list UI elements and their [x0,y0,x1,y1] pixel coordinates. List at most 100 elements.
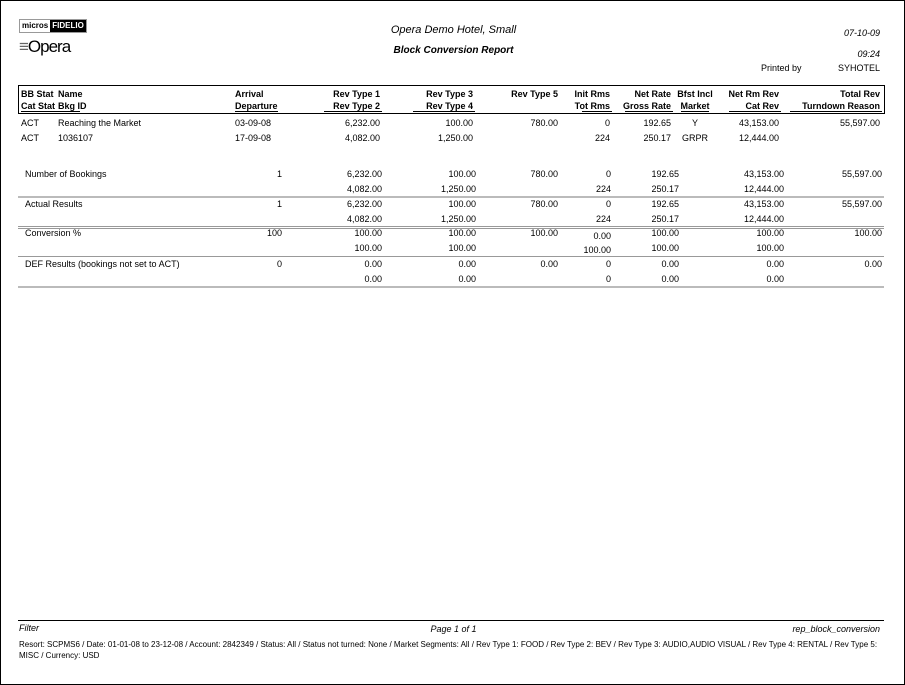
summary-value: 0.00 [766,274,784,284]
summary-value: 1,250.00 [440,214,476,224]
summary-value: 0 [605,199,611,209]
summary-value: 100.00 [651,243,679,253]
summary-value: 43,153.00 [743,199,784,209]
header-underline [235,111,278,112]
column-header-arrival: Arrival [235,89,264,99]
booking-cell: 100.00 [445,118,473,128]
summary-value: 0 [605,274,611,284]
booking-cell: Reaching the Market [58,118,142,128]
booking-cell: 03-09-08 [235,118,272,128]
summary-value: 250.17 [651,214,679,224]
hotel-name: Opera Demo Hotel, Small [390,24,517,36]
booking-cell: 0 [604,118,610,128]
summary-value: 100.00 [854,228,882,238]
printed-by-label: Printed by [761,63,802,73]
summary-value: 1,250.00 [440,184,476,194]
summary-value: 192.65 [651,169,679,179]
report-time: 09:24 [857,49,880,59]
summary-label: Number of Bookings [25,169,107,179]
summary-value: 55,597.00 [841,199,882,209]
booking-cell: 192.65 [643,118,671,128]
summary-value: 100.00 [448,169,476,179]
column-header-net-rm-rev: Net Rm Rev [728,89,779,99]
summary-value: 100.00 [756,243,784,253]
booking-cell: 250.17 [643,133,671,143]
summary-value: 0.00 [661,259,679,269]
summary-count: 100 [266,228,282,238]
column-header-row2: Market [680,101,710,111]
column-header-rev-type-5: Rev Type 5 [511,89,558,99]
summary-value: 0 [605,259,611,269]
column-header-bfst-incl: Bfst Incl [677,89,713,99]
summary-label: Conversion % [25,228,82,238]
booking-cell: GRPR [681,133,708,143]
report-name: rep_block_conversion [792,624,880,634]
summary-value: 0.00 [364,274,382,284]
summary-value: 12,444.00 [743,214,784,224]
column-header-row2: Turndown Reason [802,101,880,111]
summary-value: 0.00 [593,231,611,241]
micros-fidelio-logo: micros FIDELIO [19,19,87,33]
booking-cell: 17-09-08 [235,133,272,143]
booking-cell: 1036107 [58,133,94,143]
booking-cell: 12,444.00 [738,133,779,143]
summary-label: Actual Results [25,199,83,209]
booking-cell: 43,153.00 [738,118,779,128]
summary-value: 43,153.00 [743,169,784,179]
summary-value: 224 [595,184,611,194]
column-header-init-rms: Init Rms [574,89,610,99]
summary-value: 0.00 [766,259,784,269]
summary-value: 4,082.00 [346,214,382,224]
summary-value: 100.00 [651,228,679,238]
logo-micros-text: micros [22,21,49,30]
summary-divider [18,196,884,198]
summary-value: 100.00 [354,228,382,238]
summary-value: 224 [595,214,611,224]
booking-cell: ACT [21,118,39,128]
column-header-rev-type-3: Rev Type 3 [426,89,473,99]
booking-cell: Y [691,118,698,128]
report-title: Block Conversion Report [393,45,514,56]
column-header-row2: Bkg ID [58,101,87,111]
booking-cell: 6,232.00 [344,118,380,128]
summary-value: 250.17 [651,184,679,194]
summary-value: 12,444.00 [743,184,784,194]
column-header-rev-type-1: Rev Type 1 [333,89,380,99]
summary-value: 0.00 [864,259,882,269]
booking-cell: 1,250.00 [437,133,473,143]
column-header-row2: Cat Rev [745,101,779,111]
summary-value: 100.00 [756,228,784,238]
header-underline [625,111,673,112]
column-header-row2: Cat Stat [21,101,56,111]
booking-cell: 4,082.00 [344,133,380,143]
summary-value: 100.00 [583,245,611,255]
summary-value: 100.00 [354,243,382,253]
summary-value: 55,597.00 [841,169,882,179]
column-header-box [18,85,885,114]
summary-divider [18,286,884,288]
booking-cell: ACT [21,133,39,143]
summary-divider [18,256,884,257]
summary-value: 4,082.00 [346,184,382,194]
summary-value: 100.00 [448,243,476,253]
header-underline [582,111,612,112]
filter-label: Filter [19,623,39,633]
booking-cell: 224 [594,133,610,143]
summary-count: 1 [276,199,282,209]
summary-value: 6,232.00 [346,199,382,209]
column-header-row2: Tot Rms [574,101,610,111]
summary-divider [18,226,884,229]
column-header-row2: Rev Type 2 [333,101,380,111]
header-underline [413,111,475,112]
column-header-row2: Rev Type 4 [426,101,473,111]
header-underline [21,111,78,112]
opera-logo: ≡Opera [19,37,71,56]
header-underline [729,111,781,112]
footer-divider [18,620,884,621]
summary-value: 192.65 [651,199,679,209]
summary-value: 780.00 [530,169,558,179]
booking-cell: 780.00 [530,118,558,128]
filter-text: Resort: SCPMS6 / Date: 01-01-08 to 23-12… [19,640,878,660]
header-underline [324,111,382,112]
